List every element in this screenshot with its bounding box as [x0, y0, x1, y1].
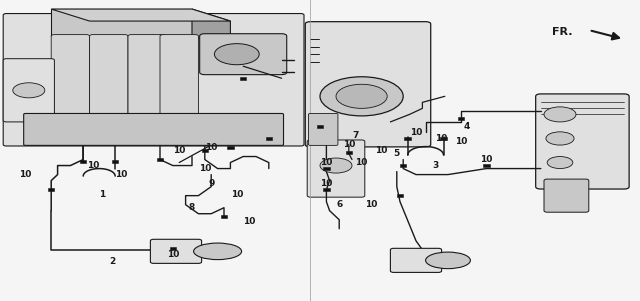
Text: 10: 10 — [480, 155, 493, 164]
Text: 10: 10 — [320, 158, 333, 167]
Bar — [458, 117, 464, 120]
Bar — [404, 137, 411, 140]
Bar — [157, 158, 163, 161]
Polygon shape — [51, 9, 230, 21]
Text: 10: 10 — [243, 217, 256, 226]
FancyBboxPatch shape — [308, 113, 338, 145]
FancyBboxPatch shape — [24, 113, 284, 145]
Text: 4: 4 — [464, 122, 470, 131]
Bar — [80, 160, 86, 163]
Text: 10: 10 — [115, 170, 128, 179]
Circle shape — [214, 44, 259, 65]
Bar — [227, 146, 234, 149]
Bar — [240, 77, 246, 80]
FancyBboxPatch shape — [51, 35, 90, 122]
Text: 9: 9 — [208, 179, 214, 188]
Bar — [170, 247, 176, 250]
Text: 10: 10 — [410, 128, 422, 137]
Text: 10: 10 — [342, 140, 355, 149]
Ellipse shape — [426, 252, 470, 268]
Circle shape — [13, 83, 45, 98]
Circle shape — [320, 158, 352, 173]
Bar — [266, 137, 272, 140]
Circle shape — [336, 84, 387, 108]
FancyBboxPatch shape — [307, 140, 365, 197]
Circle shape — [546, 132, 574, 145]
Text: 10: 10 — [205, 143, 218, 152]
Text: 7: 7 — [352, 131, 358, 140]
Text: 10: 10 — [320, 179, 333, 188]
Text: FR.: FR. — [552, 26, 573, 37]
FancyBboxPatch shape — [160, 35, 198, 122]
Bar — [202, 149, 208, 152]
Text: 6: 6 — [336, 200, 342, 209]
FancyBboxPatch shape — [200, 34, 287, 75]
Bar — [440, 137, 447, 140]
Ellipse shape — [194, 243, 242, 259]
Text: 10: 10 — [355, 158, 368, 167]
Text: 10: 10 — [166, 250, 179, 259]
Bar — [483, 164, 490, 167]
Circle shape — [547, 157, 573, 169]
Bar — [48, 188, 54, 191]
FancyBboxPatch shape — [90, 35, 128, 122]
FancyBboxPatch shape — [3, 14, 304, 146]
FancyBboxPatch shape — [390, 248, 442, 272]
Polygon shape — [51, 9, 192, 36]
Text: 10: 10 — [454, 137, 467, 146]
Bar — [400, 164, 406, 167]
Circle shape — [320, 77, 403, 116]
Bar — [323, 167, 330, 170]
Text: 10: 10 — [435, 134, 448, 143]
Bar — [112, 160, 118, 163]
Text: 10: 10 — [19, 170, 32, 179]
Text: 5: 5 — [394, 149, 400, 158]
Text: 2: 2 — [109, 257, 115, 266]
Text: 8: 8 — [189, 203, 195, 212]
Bar — [317, 125, 323, 128]
FancyBboxPatch shape — [3, 59, 54, 122]
FancyBboxPatch shape — [305, 22, 431, 147]
FancyBboxPatch shape — [544, 179, 589, 212]
Text: 10: 10 — [374, 146, 387, 155]
Bar — [221, 215, 227, 218]
FancyBboxPatch shape — [536, 94, 629, 189]
Text: 10: 10 — [230, 190, 243, 199]
Bar — [397, 194, 403, 197]
Text: 10: 10 — [86, 161, 99, 170]
Text: 1: 1 — [99, 190, 106, 199]
FancyBboxPatch shape — [150, 239, 202, 263]
Bar — [323, 188, 330, 191]
FancyBboxPatch shape — [128, 35, 166, 122]
Text: 10: 10 — [365, 200, 378, 209]
Circle shape — [544, 107, 576, 122]
Text: 10: 10 — [173, 146, 186, 155]
Polygon shape — [192, 9, 230, 48]
Text: 10: 10 — [198, 164, 211, 173]
Text: 3: 3 — [432, 161, 438, 170]
Bar — [346, 150, 352, 154]
